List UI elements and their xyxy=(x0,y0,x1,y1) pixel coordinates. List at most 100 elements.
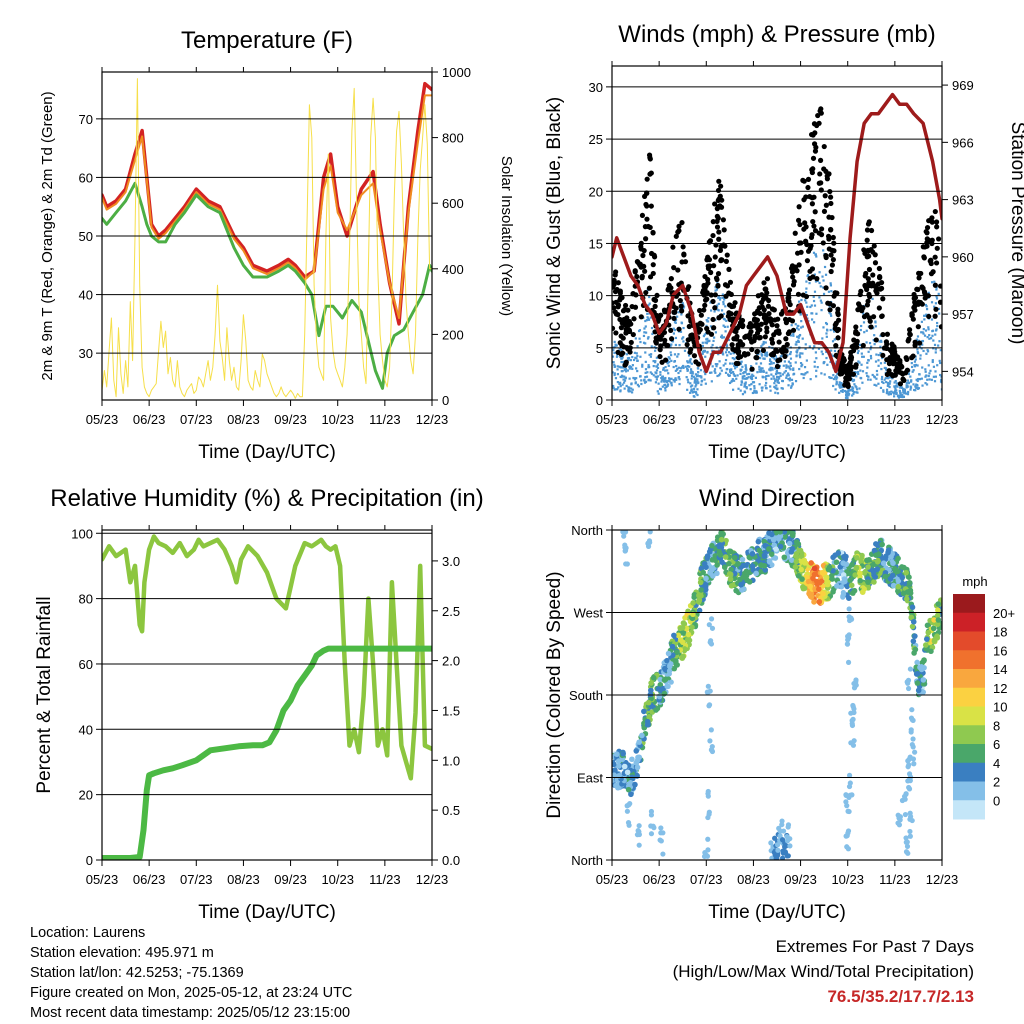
wind-point xyxy=(723,318,726,321)
wind-point xyxy=(893,395,896,398)
direction-point xyxy=(708,747,715,753)
wind-point xyxy=(785,366,788,369)
wind-point xyxy=(696,393,699,397)
direction-point xyxy=(907,666,914,672)
wind-point xyxy=(720,369,723,372)
gust-point xyxy=(612,272,618,278)
gust-point xyxy=(740,322,746,329)
direction-point xyxy=(806,590,812,597)
gust-point xyxy=(915,324,921,330)
wind-point xyxy=(718,297,722,300)
wind-point xyxy=(789,386,793,389)
wind-point xyxy=(686,360,689,363)
gust-point xyxy=(912,307,918,313)
wind-point xyxy=(847,390,850,393)
wind-point xyxy=(922,349,925,353)
wind-point xyxy=(932,347,935,350)
wind-point xyxy=(615,344,618,347)
wind-point xyxy=(723,325,727,328)
wind-point xyxy=(692,390,696,393)
gust-point xyxy=(668,276,674,282)
direction-point xyxy=(612,761,617,768)
gust-point xyxy=(612,288,619,295)
wind-point xyxy=(659,371,662,374)
wind-point xyxy=(656,390,659,393)
wind-point xyxy=(789,351,792,354)
wind-point xyxy=(679,367,683,370)
wind-point xyxy=(856,351,860,355)
gust-point xyxy=(866,280,872,286)
wind-point xyxy=(886,381,890,385)
wind-point xyxy=(654,360,657,363)
latest-timestamp: Most recent data timestamp: 2025/05/12 2… xyxy=(30,1005,351,1021)
wind-point xyxy=(856,370,860,374)
series-line-1 xyxy=(102,94,432,319)
direction-point xyxy=(846,772,853,778)
direction-point xyxy=(864,557,870,564)
series-line-0 xyxy=(102,534,432,781)
wind-point xyxy=(647,317,650,320)
direction-point xyxy=(755,538,762,545)
wind-point xyxy=(812,299,816,303)
gust-point xyxy=(906,336,912,342)
gust-point xyxy=(938,324,942,330)
y-tick-label: 40 xyxy=(79,288,93,303)
direction-point xyxy=(859,552,865,559)
direction-point xyxy=(922,642,929,648)
wind-point xyxy=(798,356,802,359)
wind-point xyxy=(624,376,627,379)
wind-point xyxy=(815,369,818,372)
wind-point xyxy=(774,387,777,390)
wind-point xyxy=(870,357,873,360)
wind-point xyxy=(820,372,823,375)
direction-point xyxy=(935,601,942,607)
gust-point xyxy=(671,265,677,271)
gust-point xyxy=(790,274,796,280)
wind-point xyxy=(740,380,743,383)
gust-point xyxy=(628,321,634,327)
wind-point xyxy=(694,391,698,394)
gust-point xyxy=(815,112,821,119)
wind-point xyxy=(829,284,833,287)
direction-point xyxy=(689,615,696,622)
direction-point xyxy=(726,560,732,567)
gust-point xyxy=(675,267,681,273)
wind-point xyxy=(660,380,663,383)
gust-point xyxy=(735,360,741,367)
wind-point xyxy=(676,315,679,318)
wind-point xyxy=(764,378,768,381)
wind-point xyxy=(650,372,654,375)
gust-point xyxy=(705,263,711,269)
gust-point xyxy=(871,243,877,249)
wind-point xyxy=(797,340,800,344)
wind-point xyxy=(681,337,684,340)
wind-point xyxy=(670,384,673,387)
direction-point xyxy=(844,641,851,647)
wind-point xyxy=(787,374,790,377)
direction-point xyxy=(708,727,714,733)
wind-point xyxy=(758,383,761,386)
wind-point xyxy=(905,386,908,389)
station-elevation: Station elevation: 495.971 m xyxy=(30,945,214,961)
wind-point xyxy=(687,354,691,357)
gust-point xyxy=(765,303,771,309)
direction-point xyxy=(786,540,793,547)
gust-point xyxy=(848,349,854,356)
wind-point xyxy=(717,309,720,312)
wind-point xyxy=(642,334,646,338)
wind-point xyxy=(935,329,938,332)
wind-point xyxy=(673,378,677,381)
wind-point xyxy=(879,345,882,348)
gust-point xyxy=(617,316,623,323)
wind-point xyxy=(752,374,755,378)
wind-point xyxy=(647,304,650,307)
gust-point xyxy=(932,254,938,260)
gust-point xyxy=(661,307,668,313)
direction-point xyxy=(912,646,919,653)
wind-point xyxy=(939,380,942,383)
wind-point xyxy=(814,280,818,283)
gust-point xyxy=(795,217,802,223)
wind-point xyxy=(808,282,811,285)
wind-point xyxy=(861,370,865,373)
wind-point xyxy=(724,362,727,365)
